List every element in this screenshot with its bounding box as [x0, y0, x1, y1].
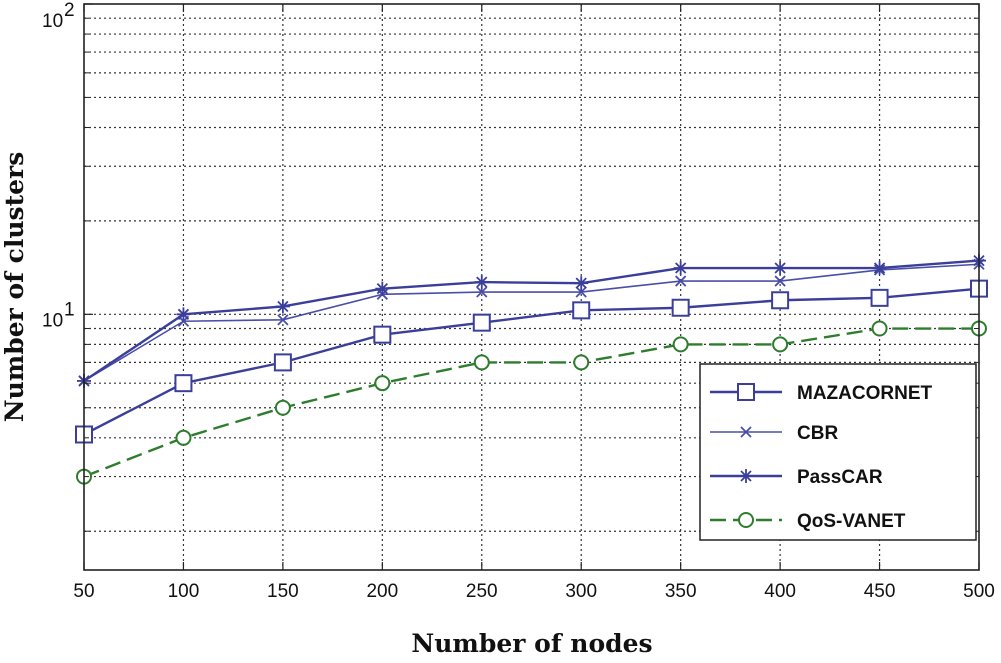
data-point-passcar — [176, 307, 191, 322]
data-point-cbr-b — [675, 275, 687, 287]
x-tick-label: 300 — [565, 581, 597, 602]
x-axis-ticks: 50 100 150 200 250 300 350 400 450 500 — [73, 4, 995, 602]
data-point-qos-vanet — [573, 354, 590, 371]
y-tick-label: 101 — [42, 299, 75, 331]
data-point-cbr — [476, 286, 488, 298]
x-tick-label: 100 — [168, 581, 200, 602]
data-point-qos-vanet — [175, 429, 192, 446]
data-point-cbr — [277, 314, 289, 326]
y-tick-label: 102 — [42, 0, 75, 32]
data-point-passcar — [375, 281, 390, 296]
legend-marker-cbr — [740, 426, 752, 438]
y-tick-label-base: 10 — [42, 11, 63, 32]
data-point-cbr — [774, 275, 786, 287]
series-line-mazacornet — [83, 287, 980, 436]
data-point-mazacornet — [273, 353, 292, 372]
series-line-passcar — [83, 259, 980, 382]
data-point-cbr-b — [277, 314, 289, 326]
legend-marker-qos-vanet — [738, 512, 754, 528]
data-point-mazacornet — [870, 288, 889, 307]
data-point-mazacornet — [771, 291, 790, 310]
data-point-passcar-d2 — [376, 282, 388, 295]
series-line-qos-vanet — [83, 327, 979, 478]
series-passcar — [77, 253, 986, 388]
data-point-passcar-d2 — [476, 276, 488, 288]
x-tick-label: 400 — [764, 581, 796, 602]
data-point-mazacornet — [472, 313, 491, 332]
x-tick-label: 450 — [864, 581, 896, 602]
x-tick-label: 500 — [963, 581, 995, 602]
data-point-mazacornet — [373, 325, 392, 344]
data-point-passcar — [673, 261, 688, 276]
x-tick-label: 150 — [267, 581, 299, 602]
data-point-cbr-b — [774, 275, 786, 287]
y-axis-label: Number of clusters — [0, 152, 29, 423]
legend: MAZACORNET CBR PassCAR QoS-VANET — [699, 363, 977, 541]
legend-label-qos-vanet: QoS-VANET — [797, 511, 906, 532]
data-point-passcar — [872, 261, 887, 276]
data-point-qos-vanet — [374, 375, 391, 392]
data-point-qos-vanet — [772, 336, 789, 353]
data-point-mazacornet — [174, 374, 193, 393]
y-tick-label-base: 10 — [42, 310, 63, 331]
legend-label-passcar: PassCAR — [797, 467, 883, 488]
data-point-cbr-b — [476, 286, 488, 298]
data-point-passcar — [574, 276, 589, 291]
y-tick-label-exponent: 2 — [64, 0, 75, 21]
data-point-passcar-d2 — [575, 277, 587, 289]
legend-marker-cbr-b — [740, 426, 752, 438]
data-point-mazacornet — [572, 301, 591, 320]
data-point-qos-vanet — [473, 354, 490, 371]
legend-label-mazacornet: MAZACORNET — [797, 383, 932, 404]
data-point-passcar — [474, 275, 489, 290]
x-tick-label: 250 — [466, 581, 498, 602]
data-point-qos-vanet — [274, 399, 291, 416]
plot-frame — [83, 3, 980, 571]
legend-marker-passcar — [739, 469, 753, 483]
data-point-passcar-d2 — [177, 308, 190, 320]
legend-label-cbr: CBR — [797, 423, 838, 444]
data-point-passcar-d2 — [277, 300, 289, 313]
data-point-cbr — [575, 286, 587, 298]
data-point-cbr-b — [575, 286, 587, 298]
data-point-mazacornet — [671, 298, 690, 317]
x-axis-label: Number of nodes — [411, 629, 652, 658]
series-mazacornet — [75, 279, 988, 444]
data-point-cbr — [675, 275, 687, 287]
data-point-passcar — [773, 261, 788, 276]
y-tick-label-exponent: 1 — [64, 299, 75, 320]
x-tick-label: 200 — [366, 581, 398, 602]
data-point-passcar-d2 — [873, 262, 886, 274]
x-tick-label: 50 — [73, 581, 94, 602]
legend-marker-passcar-d2 — [740, 470, 752, 482]
data-point-passcar-d2 — [675, 262, 687, 274]
series-line-cbr — [83, 263, 980, 382]
data-point-passcar — [275, 299, 290, 314]
data-point-qos-vanet — [871, 320, 888, 337]
x-tick-label: 350 — [665, 581, 697, 602]
data-point-qos-vanet — [672, 336, 689, 353]
legend-marker-mazacornet — [737, 383, 755, 401]
data-point-passcar-d2 — [774, 262, 786, 274]
